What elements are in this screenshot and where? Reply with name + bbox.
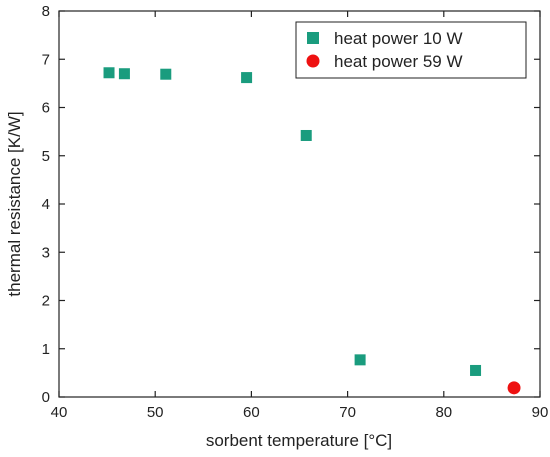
data-point-square (300, 129, 312, 141)
x-tick-label: 80 (435, 404, 452, 421)
x-axis-title: sorbent temperature [°C] (206, 431, 392, 450)
data-point-square (354, 354, 366, 366)
data-point-square (118, 68, 130, 80)
y-tick-label: 4 (42, 196, 50, 213)
legend: heat power 10 W heat power 59 W (295, 21, 527, 79)
y-tick-label: 2 (42, 293, 50, 310)
legend-label-10w: heat power 10 W (334, 29, 463, 48)
data-point-square (470, 364, 482, 376)
y-tick-label: 3 (42, 244, 50, 261)
data-point-square (160, 68, 172, 80)
y-tick-label: 6 (42, 100, 50, 117)
y-tick-label: 7 (42, 51, 50, 68)
data-point-square (103, 67, 115, 79)
legend-label-59w: heat power 59 W (334, 52, 463, 71)
y-tick-label: 0 (42, 389, 50, 406)
x-tick-label: 90 (532, 404, 549, 421)
y-axis: 0 1 2 3 4 5 6 7 8 (42, 3, 540, 406)
data-point-square (241, 72, 253, 84)
x-tick-label: 70 (339, 404, 356, 421)
y-tick-label: 8 (42, 3, 50, 20)
x-axis: 40 50 60 70 80 90 (51, 11, 549, 421)
data-markers (103, 67, 521, 395)
y-tick-label: 1 (42, 341, 50, 358)
x-tick-label: 60 (243, 404, 260, 421)
y-axis-title: thermal resistance [K/W] (5, 111, 24, 296)
legend-box (295, 21, 527, 79)
y-tick-label: 5 (42, 148, 50, 165)
x-tick-label: 50 (147, 404, 164, 421)
x-tick-label: 40 (51, 404, 68, 421)
legend-circle-marker (306, 54, 320, 68)
data-point-circle (507, 381, 521, 395)
legend-square-marker (307, 32, 319, 44)
